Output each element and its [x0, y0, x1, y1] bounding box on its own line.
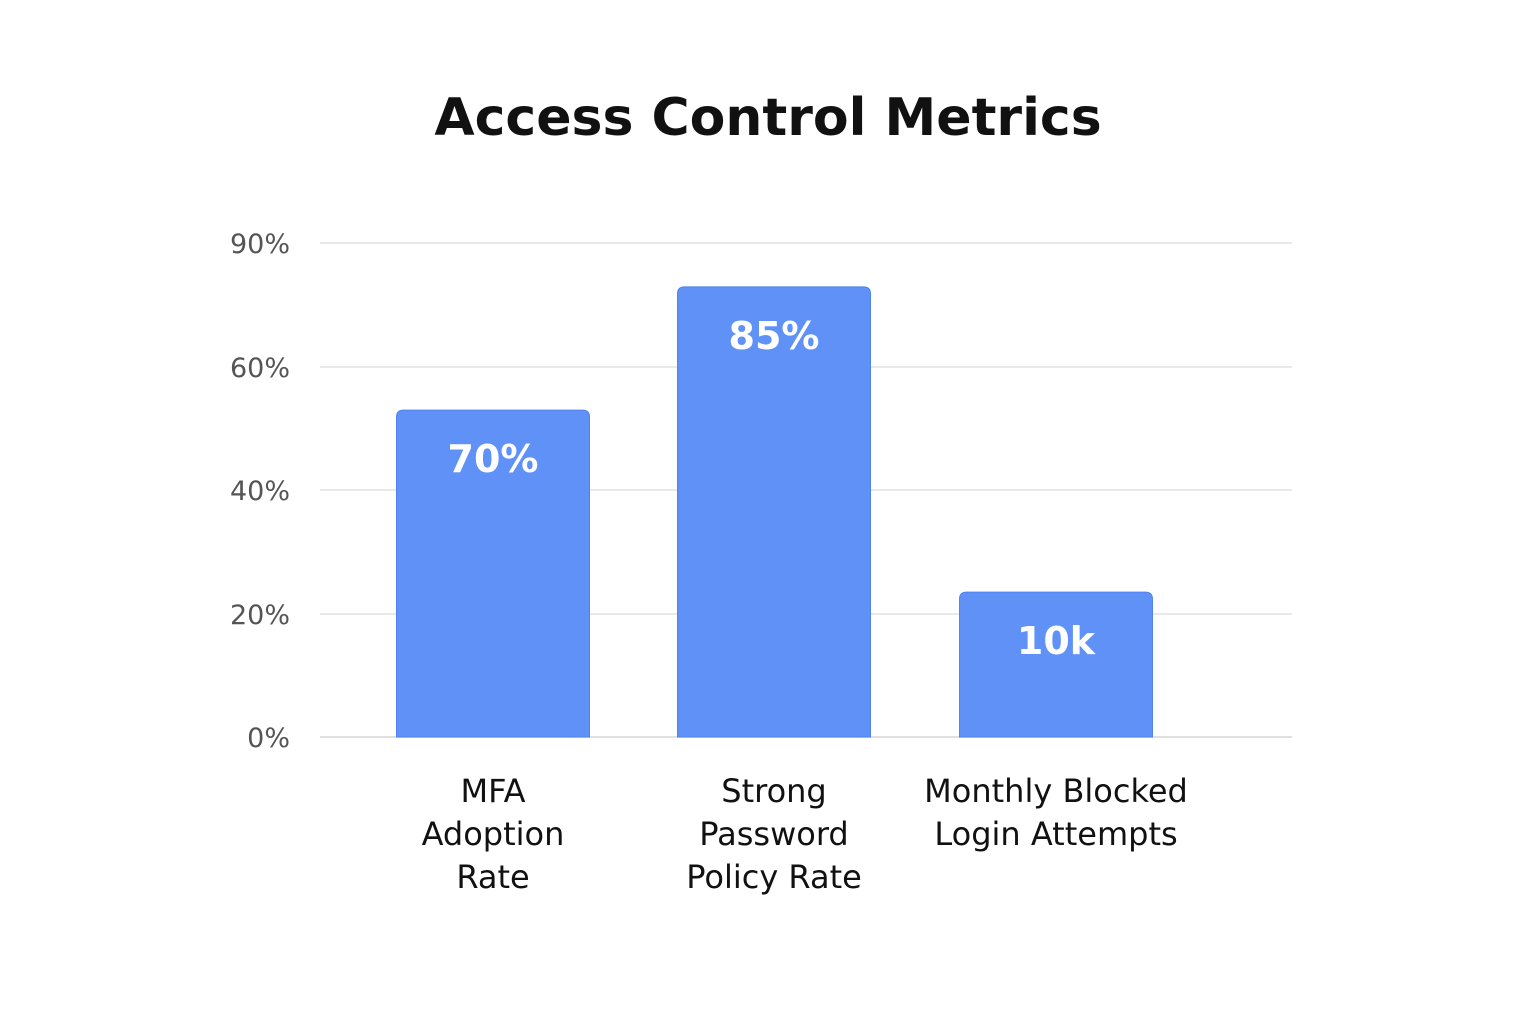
category-labels: MFA Adoption Rate Strong Password Policy Rate… [422, 772, 1188, 896]
category-label-line: Policy Rate [686, 858, 862, 896]
category-label-line: MFA [461, 772, 526, 810]
y-tick-label-40: 40% [230, 476, 290, 507]
category-label-line: Strong [721, 772, 826, 810]
category-label-2: Monthly Blocked Login Attempts [924, 772, 1188, 853]
bars [396, 286, 1153, 738]
category-label-0: MFA Adoption Rate [422, 772, 565, 896]
bar-1 [677, 286, 871, 738]
category-label-line: Rate [456, 858, 529, 896]
category-label-line: Monthly Blocked [924, 772, 1188, 810]
bar-data-label-1: 85% [729, 314, 820, 358]
category-label-line: Password [699, 815, 848, 853]
y-tick-label-20: 20% [230, 600, 290, 631]
category-label-line: Adoption [422, 815, 565, 853]
y-tick-label-60: 60% [230, 353, 290, 384]
category-label-1: Strong Password Policy Rate [686, 772, 862, 896]
bar-2 [959, 591, 1153, 738]
bar-data-label-2: 10k [1017, 619, 1096, 663]
y-tick-label-90: 90% [230, 229, 290, 260]
bar-0 [396, 409, 590, 738]
bar-data-label-0: 70% [448, 437, 539, 481]
y-axis-ticks: 0% 20% 40% 60% 90% [230, 229, 290, 754]
y-tick-label-0: 0% [247, 723, 290, 754]
chart-title: Access Control Metrics [434, 88, 1102, 148]
category-label-line: Login Attempts [934, 815, 1177, 853]
data-labels: 70% 85% 10k [448, 314, 1096, 663]
